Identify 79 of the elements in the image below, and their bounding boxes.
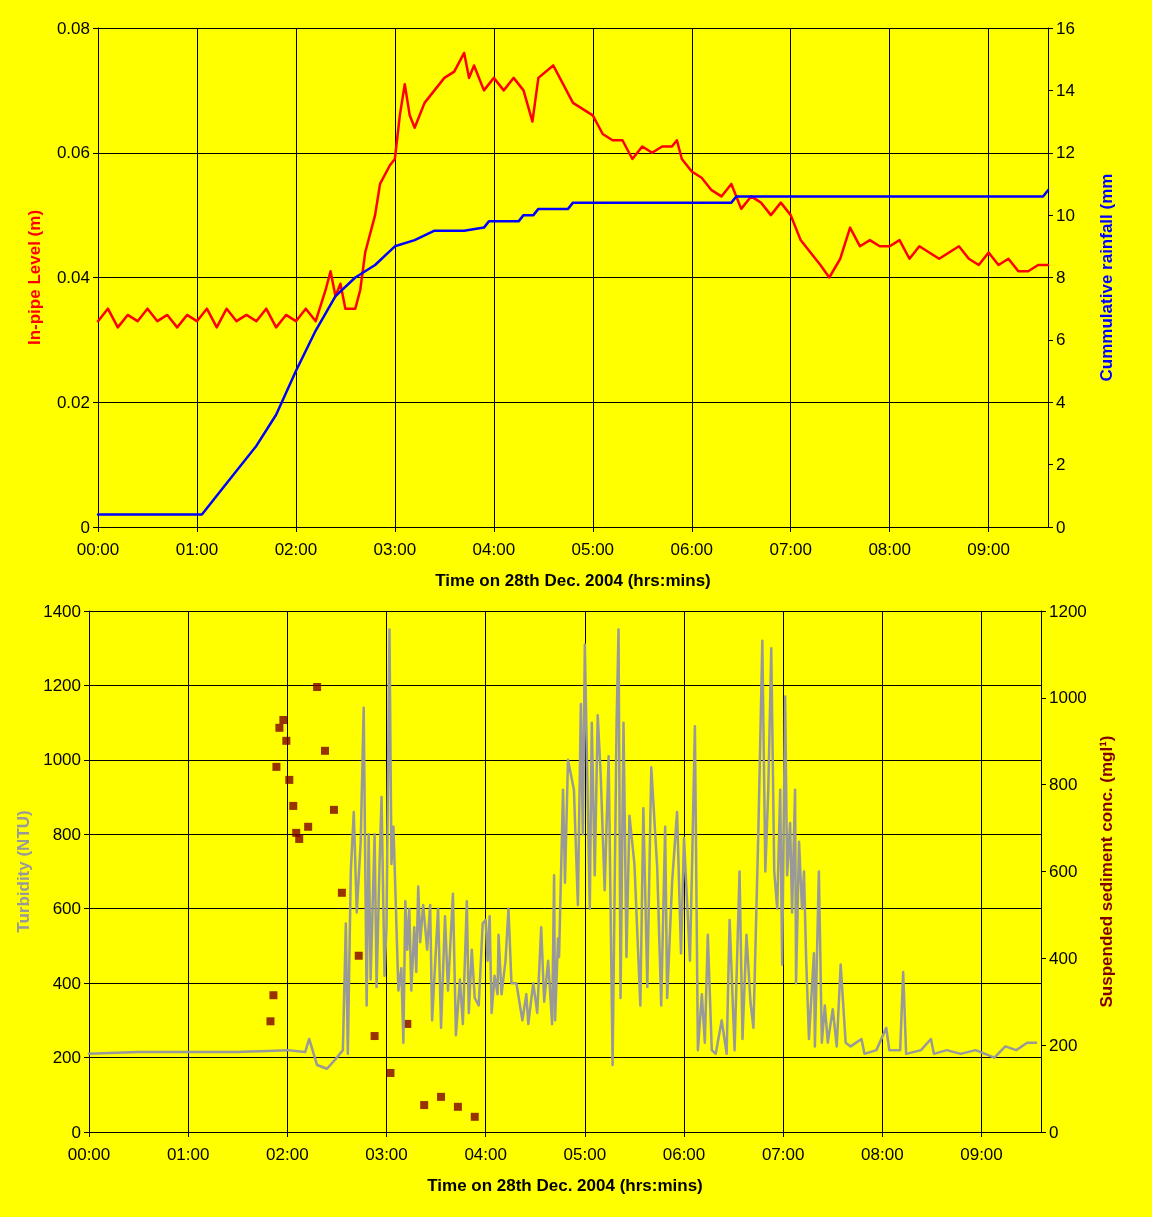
y2-axis-title: Suspended sediment conc. (mgl¹)	[1096, 735, 1116, 1008]
point	[420, 1101, 429, 1110]
point	[266, 1017, 275, 1026]
line-series	[96, 188, 1050, 516]
y2-tick-label: 10	[1056, 205, 1075, 225]
y2-tick-label: 0	[1056, 517, 1066, 537]
x-tick-label: 00:00	[76, 540, 120, 559]
x-tick-label: 02:00	[274, 540, 318, 559]
y-axis-title: Turbidity (NTU)	[14, 810, 34, 933]
point	[285, 775, 294, 784]
y-tick-label: 0.04	[56, 268, 90, 287]
y2-tick-label: 14	[1056, 80, 1075, 100]
point	[313, 682, 322, 691]
point	[386, 1068, 395, 1077]
point	[354, 951, 363, 960]
point	[470, 1112, 479, 1121]
point	[321, 746, 330, 755]
y2-tick-label: 1200	[1049, 601, 1087, 621]
x-tick-label: 04:00	[464, 1145, 507, 1164]
x-tick-label: 01:00	[166, 1145, 210, 1164]
y-tick-label: 0.02	[56, 392, 90, 412]
y-tick-label: 600	[52, 899, 81, 919]
point	[282, 736, 291, 745]
point	[437, 1092, 446, 1101]
point	[304, 822, 313, 831]
y-tick-label: 0	[71, 1122, 81, 1142]
y2-tick-label: 1000	[1049, 688, 1087, 708]
point	[279, 715, 288, 724]
y-axis-title: In-pipe Level (m)	[25, 209, 44, 346]
x-tick-label: 03:00	[373, 540, 417, 559]
line-series	[87, 628, 1038, 1070]
x-tick-label: 02:00	[266, 1145, 309, 1164]
y-tick-label: 0.08	[56, 18, 90, 38]
x-tick-label: 04:00	[472, 540, 516, 559]
x-axis-title: Time on 28th Dec. 2004 (hrs:mins)	[435, 571, 711, 590]
point	[453, 1102, 462, 1111]
x-tick-label: 07:00	[761, 1145, 805, 1164]
point	[329, 805, 338, 814]
y2-tick-label: 800	[1049, 775, 1078, 795]
y-tick-label: 200	[52, 1048, 81, 1068]
x-tick-label: 08:00	[861, 1145, 904, 1164]
y2-axis-title: Cummulative rainfall (mm	[1097, 173, 1116, 382]
y-tick-label: 0	[80, 517, 90, 537]
y2-tick-label: 8	[1056, 268, 1066, 287]
point	[295, 834, 304, 843]
x-tick-label: 07:00	[769, 540, 812, 559]
y2-tick-label: 12	[1056, 143, 1075, 163]
y-tick-label: 400	[52, 973, 81, 993]
x-tick-label: 09:00	[960, 1145, 1003, 1164]
y2-tick-label: 200	[1049, 1035, 1078, 1055]
point	[269, 991, 278, 1000]
x-tick-label: 05:00	[571, 540, 615, 559]
point	[370, 1032, 379, 1041]
y-tick-label: 0.06	[56, 143, 90, 163]
x-axis-title: Time on 28th Dec. 2004 (hrs:mins)	[427, 1176, 703, 1195]
point	[337, 888, 346, 897]
y2-tick-label: 600	[1049, 862, 1078, 881]
x-tick-label: 01:00	[175, 540, 219, 559]
line-series	[96, 51, 1050, 329]
y2-tick-label: 0	[1049, 1122, 1059, 1142]
y2-tick-label: 6	[1056, 330, 1066, 350]
y-tick-label: 1200	[43, 675, 81, 695]
y-tick-label: 1400	[43, 601, 81, 621]
x-tick-label: 09:00	[967, 540, 1010, 559]
y2-tick-label: 16	[1056, 18, 1075, 38]
y2-tick-label: 400	[1049, 948, 1078, 968]
x-tick-label: 08:00	[868, 540, 911, 559]
x-tick-label: 05:00	[563, 1145, 607, 1164]
x-tick-label: 03:00	[365, 1145, 408, 1164]
y-tick-label: 1000	[43, 750, 81, 770]
x-tick-label: 00:00	[67, 1145, 111, 1164]
y-tick-label: 800	[52, 824, 81, 844]
point	[275, 723, 284, 732]
y2-tick-label: 2	[1056, 455, 1066, 475]
y2-tick-label: 4	[1056, 392, 1066, 412]
point	[289, 801, 298, 810]
point	[272, 762, 281, 771]
x-tick-label: 06:00	[662, 1145, 706, 1164]
x-tick-label: 06:00	[670, 540, 714, 559]
